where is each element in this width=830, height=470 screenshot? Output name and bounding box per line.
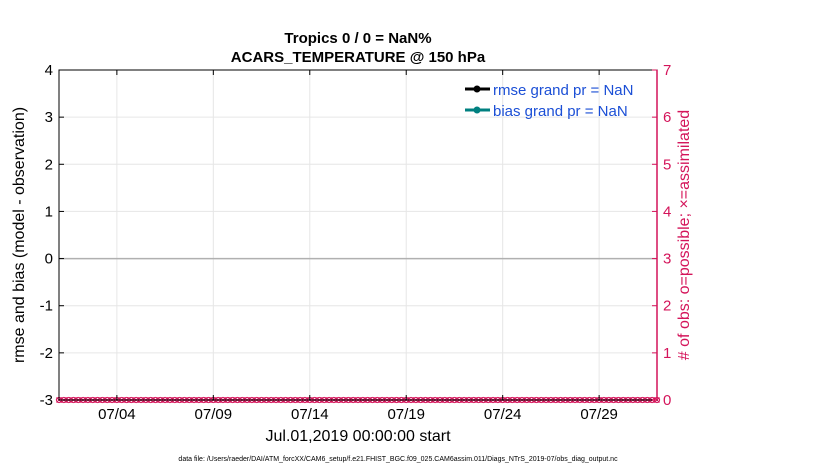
x-tick-label: 07/09 [195,406,233,423]
y-tick-label-left: 4 [45,62,53,79]
y-axis-label-left: rmse and bias (model - observation) [11,107,28,363]
x-tick-label: 07/19 [387,406,425,423]
y-tick-label-right: 4 [663,203,671,220]
right-y-axis: 0 1 2 3 4 5 6 7 [652,62,671,409]
legend-bias-label: bias grand pr = NaN [493,103,628,120]
data-file-footnote: data file: /Users/raeder/DAI/ATM_forcXX/… [178,456,618,463]
legend-rmse-marker [473,85,481,93]
y-tick-label-right: 6 [663,109,671,126]
legend-bias-marker [473,106,481,114]
legend: rmse grand pr = NaN bias grand pr = NaN [465,82,633,120]
y-tick-label-left: -3 [40,392,53,409]
left-y-axis: -3 -2 -1 0 1 2 3 4 [40,62,64,409]
y-tick-label-right: 0 [663,392,671,409]
y-tick-label-right: 5 [663,156,671,173]
y-tick-label-right: 2 [663,298,671,315]
y-tick-label-right: 7 [663,62,671,79]
y-tick-label-right: 1 [663,345,671,362]
y-tick-label-left: 3 [45,109,53,126]
x-tick-label: 07/04 [98,406,136,423]
y-tick-label-left: -1 [40,298,53,315]
y-tick-label-left: 2 [45,156,53,173]
y-tick-label-left: -2 [40,345,53,362]
x-axis: 07/04 07/09 07/14 07/19 07/24 07/29 [98,70,618,423]
x-tick-label: 07/14 [291,406,329,423]
x-axis-label: Jul.01,2019 00:00:00 start [265,428,451,445]
x-tick-label: 07/29 [580,406,618,423]
x-tick-label: 07/24 [484,406,522,423]
y-tick-label-left: 0 [45,251,53,268]
y-axis-label-right: # of obs: o=possible; ×=assimilated [676,110,693,360]
y-tick-label-left: 1 [45,203,53,220]
legend-rmse-label: rmse grand pr = NaN [493,82,633,99]
chart-title-line1: Tropics 0 / 0 = NaN% [284,30,431,47]
chart-title-line2: ACARS_TEMPERATURE @ 150 hPa [231,49,486,66]
y-tick-label-right: 3 [663,251,671,268]
